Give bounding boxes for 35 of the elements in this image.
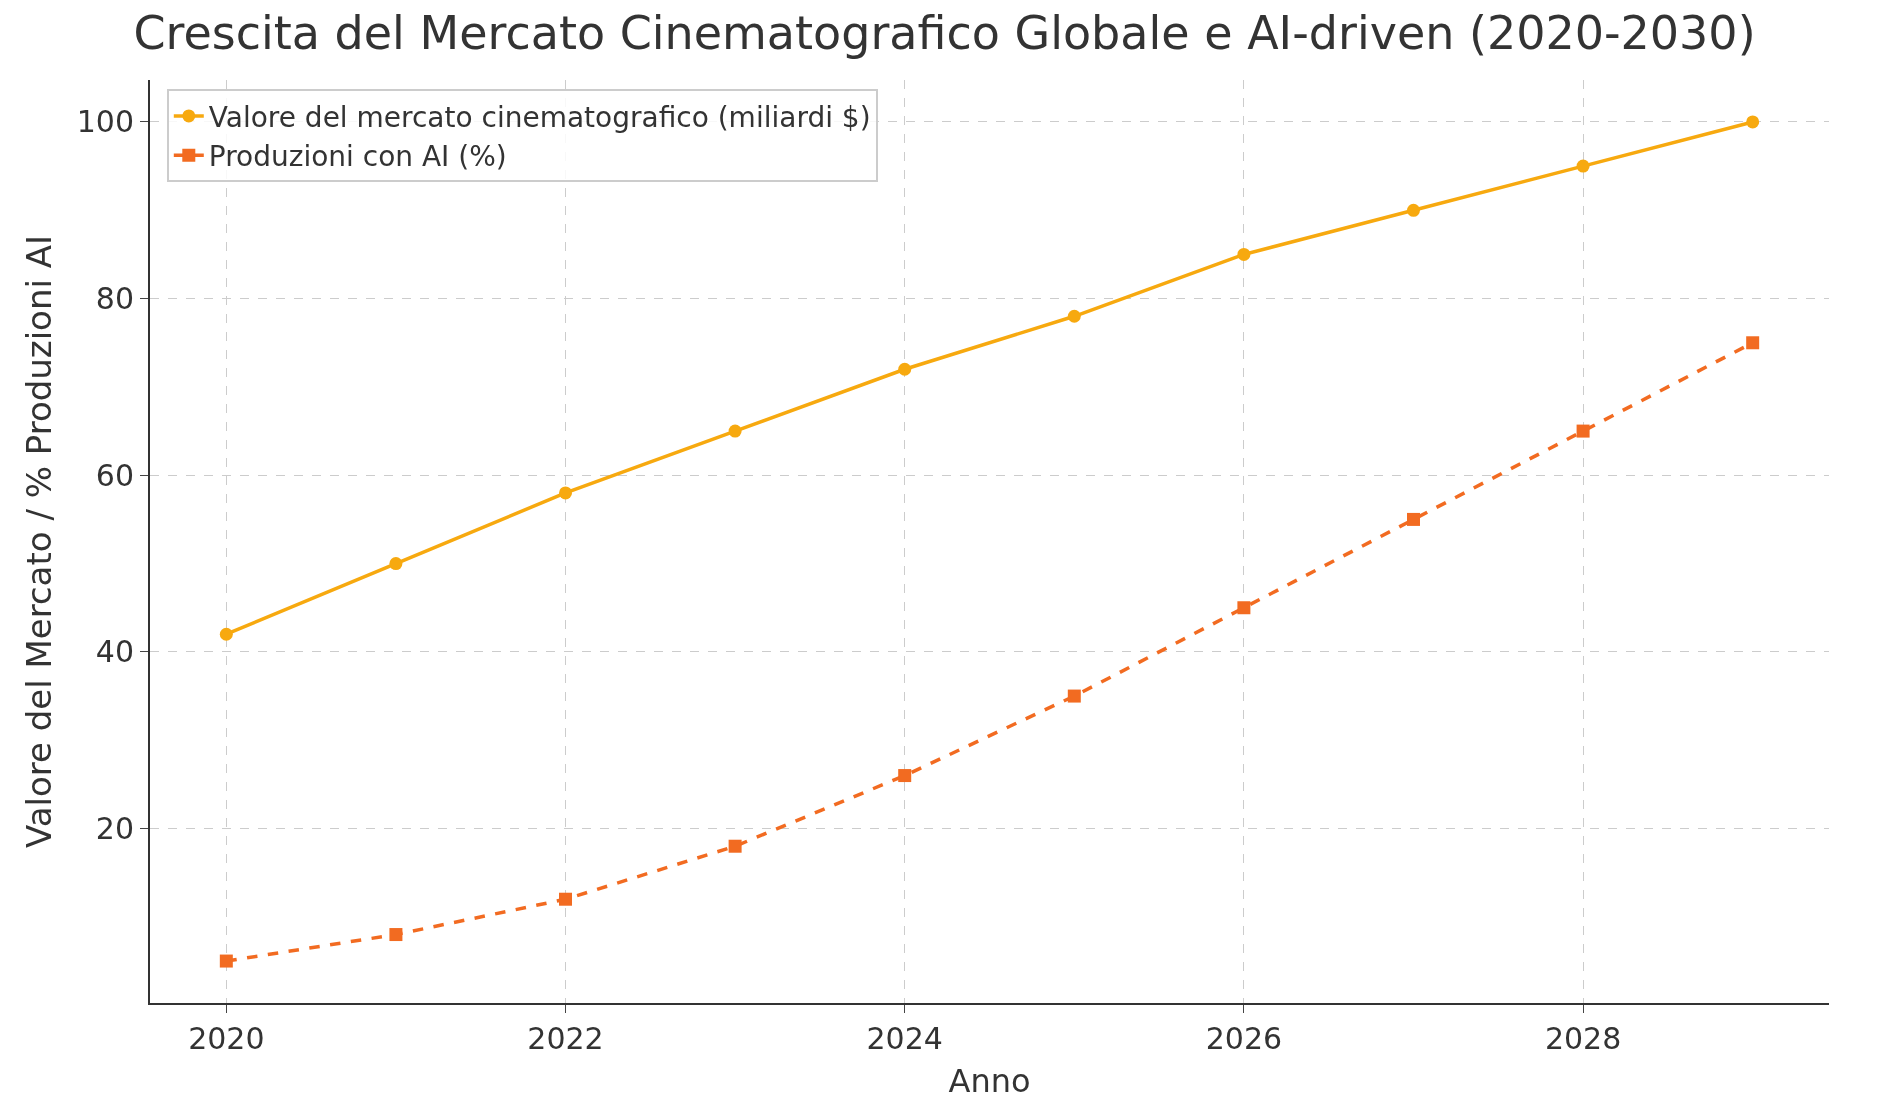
y-tick-label: 40 bbox=[95, 634, 134, 670]
point bbox=[219, 954, 233, 968]
x-tick-label: 2022 bbox=[527, 1021, 604, 1056]
point bbox=[389, 557, 403, 571]
point bbox=[1237, 247, 1251, 261]
point bbox=[219, 627, 233, 641]
point bbox=[1407, 203, 1420, 217]
x-tick-label: 2028 bbox=[1544, 1021, 1622, 1056]
point bbox=[559, 892, 573, 906]
point bbox=[1576, 159, 1590, 173]
y-tick-label: 60 bbox=[95, 457, 134, 493]
point bbox=[1746, 115, 1760, 129]
y-tick-label: 100 bbox=[76, 104, 134, 140]
point bbox=[1406, 512, 1420, 526]
point bbox=[1237, 601, 1251, 615]
x-tick-label: 2020 bbox=[188, 1021, 265, 1056]
x-tick-label: 2024 bbox=[866, 1021, 943, 1056]
legend-label: Valore del mercato cinematografico (miliardi $) bbox=[208, 100, 871, 134]
point bbox=[898, 362, 912, 376]
x-axis-title: Anno bbox=[948, 1062, 1031, 1101]
point bbox=[559, 486, 573, 500]
point bbox=[1067, 689, 1081, 703]
chart-title: Crescita del Mercato Cinematografico Globale e AI-driven (2020-2030) bbox=[133, 5, 1756, 60]
point bbox=[1746, 336, 1760, 350]
point bbox=[898, 769, 912, 783]
x-tick-label: 2026 bbox=[1205, 1021, 1283, 1056]
point bbox=[389, 928, 403, 942]
y-axis-title: Valore del Mercato / % Produzioni AI bbox=[18, 235, 59, 848]
legend-label: Produzioni con AI (%) bbox=[208, 140, 507, 174]
point bbox=[1576, 424, 1590, 438]
point bbox=[728, 424, 742, 438]
y-tick-label: 20 bbox=[95, 811, 134, 847]
point bbox=[728, 839, 742, 853]
point bbox=[1067, 309, 1081, 323]
y-tick-label: 80 bbox=[95, 281, 134, 317]
